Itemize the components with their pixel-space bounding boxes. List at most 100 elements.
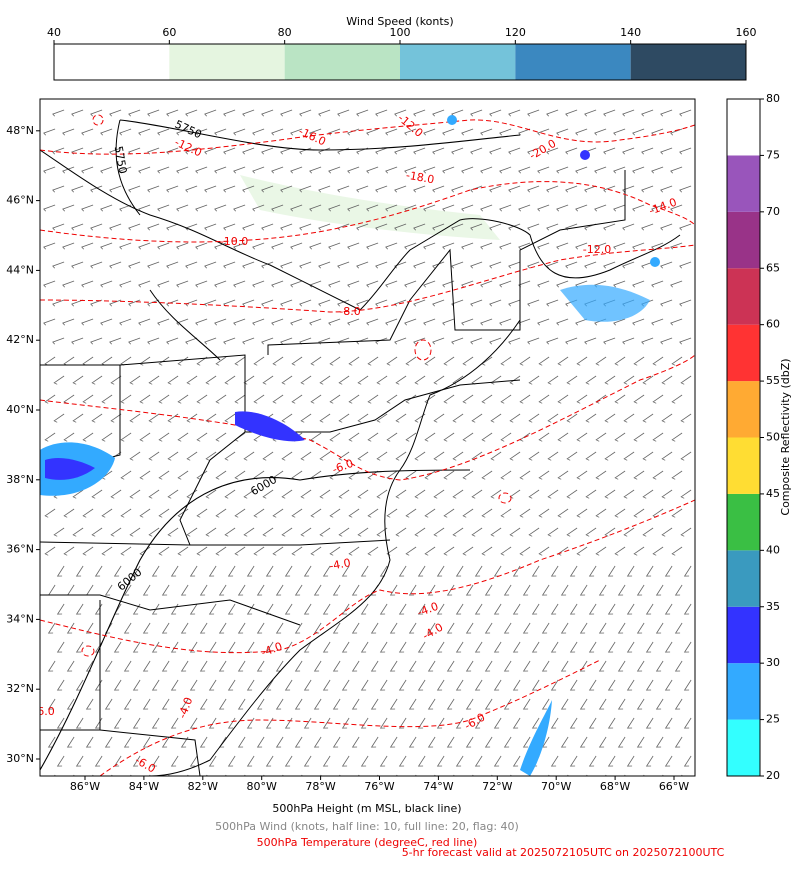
colorbar-segment [727,324,760,382]
wind-barb [556,128,569,136]
wind-barb [101,432,113,442]
wind-barb [360,717,369,729]
wind-barb [641,223,654,231]
wind-barb [512,717,521,729]
wind-barb [522,622,531,634]
wind-barb [337,261,350,269]
wind-barb [598,736,607,748]
wind-barb [550,565,559,577]
temperature-label: -18.0 [405,169,435,187]
wind-barb [633,394,645,404]
wind-barb [474,565,483,577]
wind-barb [446,698,455,710]
wind-barb [332,736,341,748]
wind-barb [300,451,312,461]
wind-barb [271,166,284,174]
wind-barb [299,109,312,117]
wind-barb [53,774,56,776]
wind-barb [436,641,445,653]
wind-barb [256,698,265,710]
wind-barb [613,280,626,288]
wind-barb [395,489,407,499]
wind-barb [113,641,122,653]
wind-barb [423,280,436,288]
wind-barb [104,584,113,596]
wind-barb [470,147,483,155]
wind-barb [613,204,626,212]
wind-barb [603,147,616,155]
wind-barb [664,717,673,729]
wind-barb [471,451,483,461]
wind-barb [300,413,312,423]
wind-barb [310,432,322,442]
tick-label: 75 [766,148,780,161]
wind-barb [550,641,559,653]
wind-barb [443,546,455,556]
wind-barb [432,223,445,231]
wind-barb [356,337,369,345]
wind-barb [338,375,350,385]
wind-barb [158,356,170,366]
wind-barb [455,565,464,577]
wind-barb [661,413,673,423]
wind-barb [537,318,550,326]
wind-barb [465,736,474,748]
wind-barb [123,660,132,672]
wind-barb [119,128,132,136]
wind-barb [370,698,379,710]
wind-barb [204,299,217,307]
wind-barb [671,546,683,556]
wind-barb [351,584,360,596]
wind-barb [280,109,293,117]
wind-barb [281,489,293,499]
wind-barb [242,147,255,155]
wind-barb [576,432,588,442]
wind-barb [474,679,483,691]
wind-barb [167,774,170,776]
wind-barb [253,356,265,366]
wind-barb [465,698,474,710]
wind-barb [72,527,84,537]
wind-barb [541,584,550,596]
wind-barb [386,470,398,480]
wind-barb [208,565,217,577]
wind-barb [280,147,293,155]
wind-barb [341,679,350,691]
wind-barb [367,470,379,480]
wind-barb [299,185,312,193]
wind-barb [322,565,331,577]
wind-barb [233,204,246,212]
wind-barb [636,622,645,634]
wind-barb [546,299,559,307]
wind-barb [104,622,113,634]
wind-barb [223,337,236,345]
wind-barb [341,755,350,767]
wind-barb [167,489,179,499]
wind-barb [66,698,75,710]
wind-barb [75,679,84,691]
wind-barb [186,451,198,461]
wind-barb [300,489,312,499]
wind-barb [527,223,540,231]
wind-barb [660,261,673,269]
wind-barb [189,717,198,729]
wind-barb [90,109,103,117]
wind-barb [588,679,597,691]
wind-barb [275,584,284,596]
wind-barb [322,717,331,729]
wind-barb [265,755,274,767]
wind-barb [617,660,626,672]
wind-barb [196,508,208,518]
wind-barb [560,584,569,596]
wind-barb [199,622,208,634]
wind-barb [123,698,132,710]
wind-barb [309,318,322,326]
wind-barb [538,394,550,404]
wind-barb [290,242,303,250]
wind-barb [607,679,616,691]
wind-barb [214,318,227,326]
wind-barb [443,508,455,518]
wind-barb [367,356,379,366]
tick-label: 80 [278,26,292,39]
wind-barb [451,147,464,155]
